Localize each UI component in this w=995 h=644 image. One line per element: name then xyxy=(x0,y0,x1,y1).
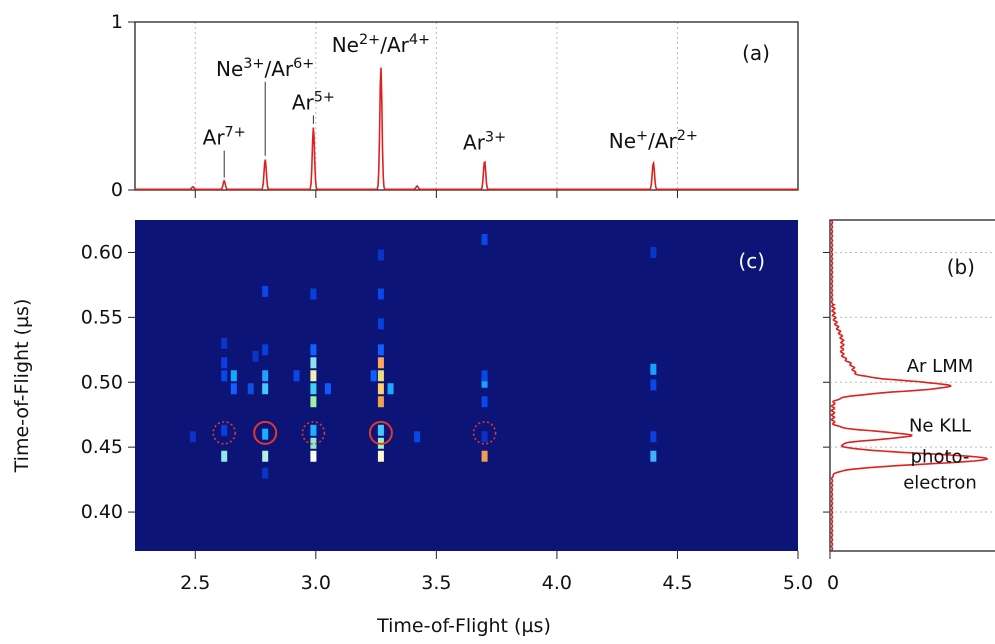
coincidence-circle xyxy=(368,420,393,445)
peak-label-1: Ne3+/Ar6+ xyxy=(216,56,314,81)
heatmap-cell xyxy=(324,383,331,395)
peak-label-5: Ne+/Ar2+ xyxy=(609,128,698,153)
heatmap-cell xyxy=(262,344,269,356)
heatmap-cell xyxy=(221,370,228,382)
heatmap-cell xyxy=(310,357,317,369)
coincidence-circle xyxy=(253,420,278,445)
x-axis-label: Time-of-Flight (µs) xyxy=(376,615,551,637)
heatmap-cell xyxy=(481,396,488,408)
panel-c-ytick-label: 0.45 xyxy=(81,436,123,458)
peak-label-2: Ar5+ xyxy=(292,89,335,114)
heatmap-cell xyxy=(377,249,384,261)
panel-a-label: (a) xyxy=(742,41,770,65)
coincidence-circle xyxy=(212,421,237,445)
panel-c-ytick-label: 0.50 xyxy=(81,371,123,393)
panel-b-electron-spectrum: (b) Ar LMM Ne KLL photo-electron 0 1 xyxy=(823,219,995,594)
heatmap-cell xyxy=(221,357,228,369)
heatmap-cell xyxy=(293,370,300,382)
peak-label-3: Ne2+/Ar4+ xyxy=(332,32,430,57)
heatmap-cell xyxy=(377,424,384,436)
panel-c-ytick-label: 0.60 xyxy=(81,241,123,263)
heatmap-cell xyxy=(377,357,384,369)
heatmap-cell xyxy=(310,396,317,408)
heatmap-cell xyxy=(221,424,228,436)
peak-label-4: Ar3+ xyxy=(463,130,506,155)
heatmap-cell xyxy=(189,431,196,443)
heatmap-cell xyxy=(221,337,228,349)
panel-a-ytick-label: 0 xyxy=(111,179,123,201)
heatmap-cell xyxy=(310,288,317,300)
heatmap-cell xyxy=(377,318,384,330)
heatmap-cell xyxy=(377,383,384,395)
panel-a-ytick-label: 1 xyxy=(111,11,123,33)
heatmap-cell xyxy=(650,379,657,391)
heatmap-cell xyxy=(650,246,657,258)
y-axis-label: Time-of-Flight (µs) xyxy=(11,299,33,474)
panel-b-annotation-0: Ar LMM xyxy=(907,356,974,377)
heatmap-cell xyxy=(262,383,269,395)
heatmap-cell xyxy=(481,370,488,382)
panel-a-spectrum-line xyxy=(135,67,798,191)
panel-c-xtick-label: 4.5 xyxy=(662,572,692,594)
heatmap-cell xyxy=(481,233,488,245)
panel-b-annotation-2: photo- xyxy=(911,447,970,468)
panel-c-xtick-label: 2.5 xyxy=(180,572,210,594)
heatmap-cell xyxy=(650,431,657,443)
panel-c-label: (c) xyxy=(738,249,765,273)
panel-b-annotation-3: electron xyxy=(903,473,977,494)
heatmap-cell xyxy=(262,450,269,462)
heatmap-cell xyxy=(387,383,394,395)
heatmap-cell xyxy=(252,350,259,362)
heatmap-cell xyxy=(310,450,317,462)
panel-b-label: (b) xyxy=(947,255,975,279)
heatmap-cell xyxy=(377,370,384,382)
panel-c-xtick-label: 3.0 xyxy=(301,572,331,594)
heatmap-cell xyxy=(262,285,269,297)
heatmap-cell xyxy=(370,370,377,382)
heatmap-background xyxy=(135,220,798,551)
heatmap-cell xyxy=(414,431,421,443)
panel-c-xtick-label: 3.5 xyxy=(421,572,451,594)
panel-c-xtick-label: 5.0 xyxy=(783,572,813,594)
coincidence-circle xyxy=(301,421,326,445)
panel-b-spectrum-line xyxy=(830,220,989,552)
panel-b-xtick-label: 0 xyxy=(827,572,839,594)
heatmap-cell xyxy=(230,383,237,395)
panel-b-xtick-label: 1 xyxy=(993,572,995,594)
heatmap-cell xyxy=(262,428,269,440)
heatmap-cell xyxy=(377,396,384,408)
heatmap-cell xyxy=(262,370,269,382)
heatmap-cell xyxy=(481,431,488,443)
panel-b-frame xyxy=(829,219,995,552)
panel-b-annotation-1: Ne KLL xyxy=(909,416,971,437)
heatmap-cell xyxy=(481,450,488,462)
heatmap-cell xyxy=(377,288,384,300)
heatmap-cell xyxy=(377,344,384,356)
panel-a-frame xyxy=(134,21,799,191)
heatmap-cell xyxy=(221,450,228,462)
heatmap-cell xyxy=(310,344,317,356)
panel-c-ytick-label: 0.55 xyxy=(81,306,123,328)
heatmap-cell xyxy=(481,376,488,388)
heatmap-cell xyxy=(310,370,317,382)
heatmap-cell xyxy=(247,383,254,395)
heatmap-cell xyxy=(230,370,237,382)
coincidence-circle xyxy=(472,421,497,445)
heatmap-cell xyxy=(650,363,657,375)
heatmap-cell xyxy=(650,450,657,462)
panel-c-xtick-label: 4.0 xyxy=(542,572,572,594)
heatmap-cell xyxy=(310,383,317,395)
peak-label-0: Ar7+ xyxy=(203,125,246,150)
heatmap-cell xyxy=(377,450,384,462)
panel-a-tof-spectrum: 0 1 Ar7+ Ne3+/Ar6+ Ar5+ Ne2+/Ar4+ Ar3+ Ne+/Ar2+… xyxy=(111,11,799,201)
heatmap-cell xyxy=(310,437,317,449)
panel-c-coincidence-map: (c) 2.5 3.0 3.5 4.0 4.5 5.0 0.40 0.45 0.50 0.55 0.6… xyxy=(11,220,813,637)
heatmap-cell xyxy=(262,467,269,479)
heatmap-cell xyxy=(310,424,317,436)
panel-c-ytick-label: 0.40 xyxy=(81,501,123,523)
